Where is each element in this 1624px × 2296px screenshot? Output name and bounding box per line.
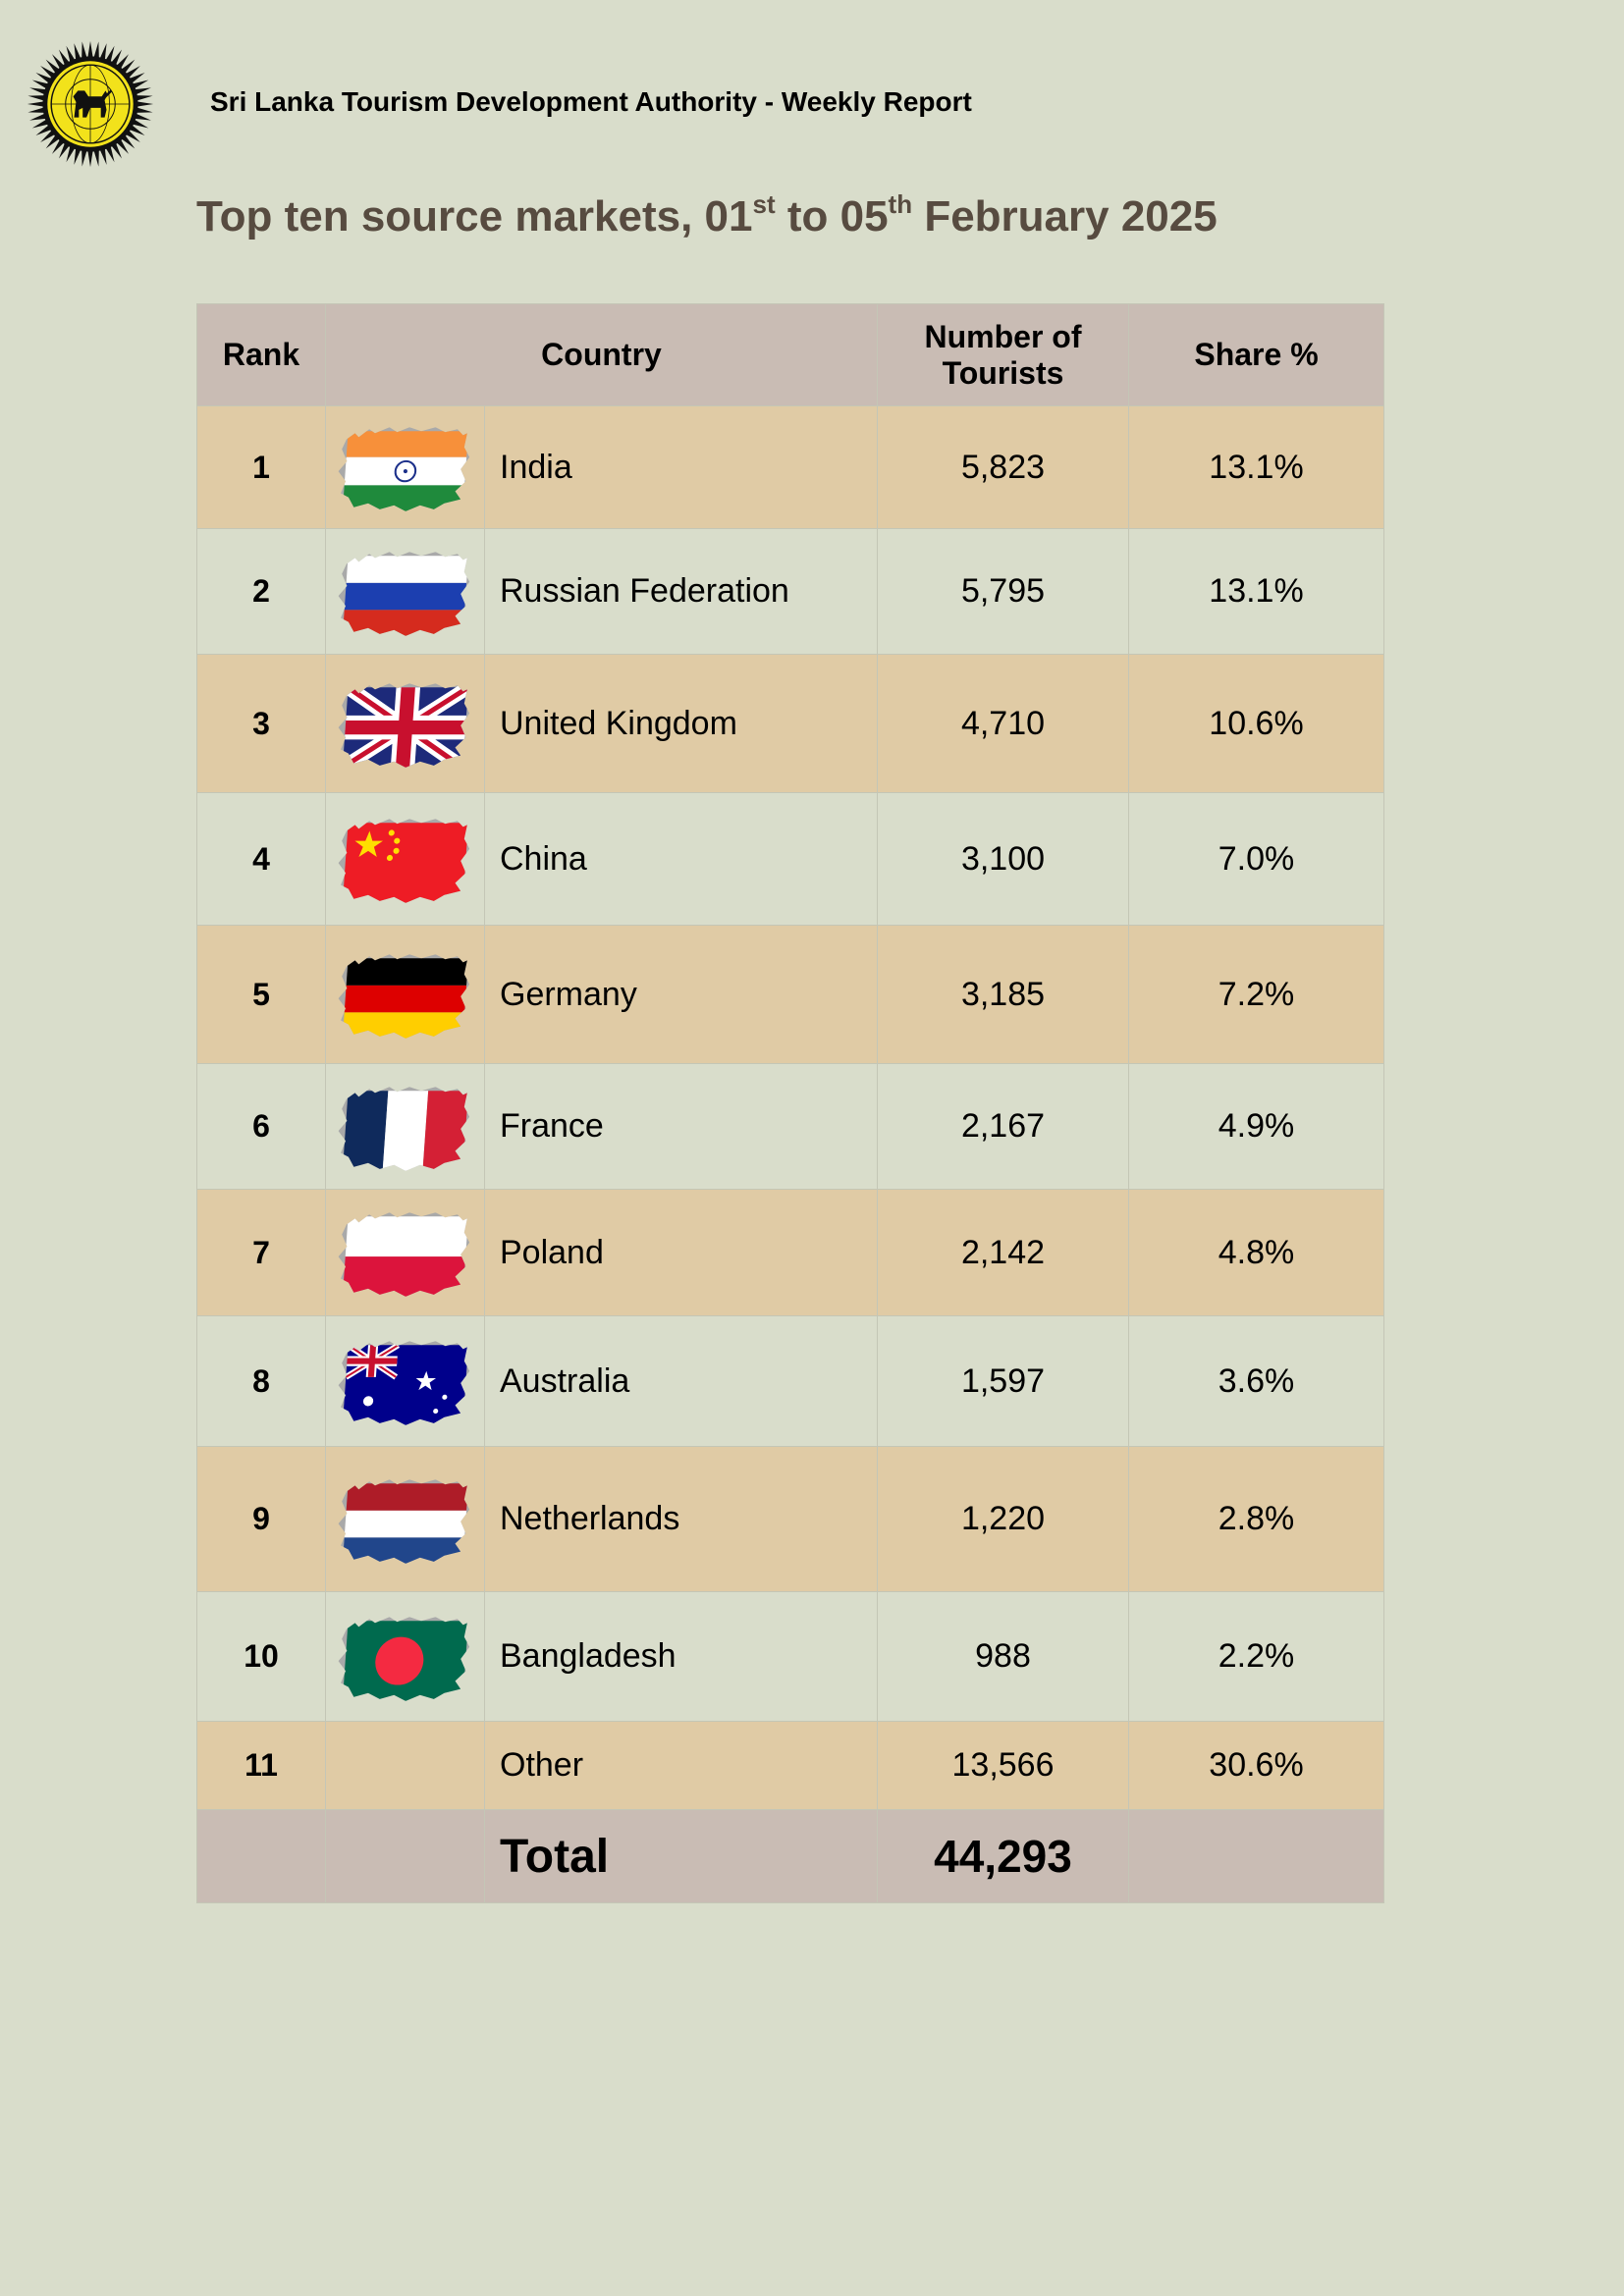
share-percent: 10.6% <box>1128 654 1384 793</box>
flag-cell <box>325 925 485 1064</box>
table-row: 2 Russian Federation 5,795 13.1% <box>196 528 1384 655</box>
source-markets-table: Rank Country Number of Tourists Share % 1… <box>196 303 1384 1903</box>
flag-cell <box>325 1721 485 1810</box>
rank-cell: 8 <box>196 1315 326 1447</box>
flag-cell <box>325 1591 485 1722</box>
table-row: 10 Bangladesh 988 2.2% <box>196 1591 1384 1722</box>
country-name: Netherlands <box>484 1446 878 1592</box>
country-name: Other <box>484 1721 878 1810</box>
share-percent: 4.8% <box>1128 1189 1384 1316</box>
title-part-1: Top ten source markets, 01 <box>196 192 753 240</box>
share-percent: 30.6% <box>1128 1721 1384 1810</box>
rank-cell: 11 <box>196 1721 326 1810</box>
title-superscript-1: st <box>752 189 776 219</box>
table-row: 7 Poland 2,142 4.8% <box>196 1189 1384 1316</box>
china-flag-icon <box>335 819 471 903</box>
share-percent: 13.1% <box>1128 405 1384 529</box>
table-row: 8 Australia 1,597 3.6% <box>196 1315 1384 1447</box>
tourist-count: 4,710 <box>877 654 1129 793</box>
country-name: France <box>484 1063 878 1190</box>
share-percent: 4.9% <box>1128 1063 1384 1190</box>
country-name: Poland <box>484 1189 878 1316</box>
france-flag-icon <box>335 1086 471 1171</box>
australia-flag-icon <box>335 1341 471 1425</box>
report-header: Sri Lanka Tourism Development Authority … <box>210 86 972 117</box>
share-percent: 7.0% <box>1128 792 1384 926</box>
tourist-count: 3,100 <box>877 792 1129 926</box>
flag-cell <box>325 1446 485 1592</box>
netherlands-flag-icon <box>335 1478 471 1564</box>
title-part-2: to 05 <box>775 192 889 240</box>
share-percent: 13.1% <box>1128 528 1384 655</box>
total-label: Total <box>484 1809 878 1903</box>
country-header: Country <box>325 303 878 406</box>
total-flag-cell <box>325 1809 485 1903</box>
sltda-logo-icon <box>27 40 154 168</box>
rank-cell: 4 <box>196 792 326 926</box>
flag-cell <box>325 1063 485 1190</box>
rank-cell: 1 <box>196 405 326 529</box>
share-percent: 2.8% <box>1128 1446 1384 1592</box>
table-row: 9 Netherlands 1,220 2.8% <box>196 1446 1384 1592</box>
country-name: Germany <box>484 925 878 1064</box>
table-header-row: Rank Country Number of Tourists Share % <box>196 303 1384 406</box>
tourists-header-line-1: Number of <box>924 318 1082 354</box>
flag-cell <box>325 654 485 793</box>
flag-cell <box>325 528 485 655</box>
total-rank-cell <box>196 1809 326 1903</box>
title-part-3: February 2025 <box>912 192 1218 240</box>
rank-cell: 10 <box>196 1591 326 1722</box>
country-name: China <box>484 792 878 926</box>
flag-cell <box>325 405 485 529</box>
country-name: Bangladesh <box>484 1591 878 1722</box>
rank-cell: 6 <box>196 1063 326 1190</box>
table-row: 6 France 2,167 4.9% <box>196 1063 1384 1190</box>
flag-cell <box>325 1315 485 1447</box>
tourist-count: 3,185 <box>877 925 1129 1064</box>
rank-cell: 2 <box>196 528 326 655</box>
tourist-count: 13,566 <box>877 1721 1129 1810</box>
tourist-count: 1,220 <box>877 1446 1129 1592</box>
flag-cell <box>325 792 485 926</box>
country-name: Russian Federation <box>484 528 878 655</box>
tourist-count: 5,823 <box>877 405 1129 529</box>
table-row: 4 China 3,100 7.0% <box>196 792 1384 926</box>
total-row: Total 44,293 <box>196 1809 1384 1903</box>
poland-flag-icon <box>335 1212 471 1297</box>
rank-cell: 7 <box>196 1189 326 1316</box>
rank-cell: 5 <box>196 925 326 1064</box>
rank-cell: 9 <box>196 1446 326 1592</box>
share-percent: 2.2% <box>1128 1591 1384 1722</box>
page-title: Top ten source markets, 01st to 05th Feb… <box>196 189 1218 241</box>
bangladesh-flag-icon <box>335 1616 471 1701</box>
table-row: 5 Germany 3,185 7.2% <box>196 925 1384 1064</box>
tourists-header: Number of Tourists <box>877 303 1129 406</box>
country-name: Australia <box>484 1315 878 1447</box>
flag-cell <box>325 1189 485 1316</box>
germany-flag-icon <box>335 954 471 1039</box>
title-superscript-2: th <box>888 189 913 219</box>
country-name: India <box>484 405 878 529</box>
share-percent: 3.6% <box>1128 1315 1384 1447</box>
rank-cell: 3 <box>196 654 326 793</box>
tourist-count: 988 <box>877 1591 1129 1722</box>
table-row: 3 United Kingdom 4,710 10.6% <box>196 654 1384 793</box>
india-flag-icon <box>335 427 471 511</box>
tourist-count: 1,597 <box>877 1315 1129 1447</box>
table-row: 1 India 5,823 13.1% <box>196 405 1384 529</box>
tourists-header-line-2: Tourists <box>942 354 1064 391</box>
total-share-cell <box>1128 1809 1384 1903</box>
share-header: Share % <box>1128 303 1384 406</box>
tourist-count: 2,167 <box>877 1063 1129 1190</box>
russia-flag-icon <box>335 551 471 636</box>
share-percent: 7.2% <box>1128 925 1384 1064</box>
tourist-count: 5,795 <box>877 528 1129 655</box>
table-row: 11 Other 13,566 30.6% <box>196 1721 1384 1810</box>
tourist-count: 2,142 <box>877 1189 1129 1316</box>
country-name: United Kingdom <box>484 654 878 793</box>
total-tourists: 44,293 <box>877 1809 1129 1903</box>
rank-header: Rank <box>196 303 326 406</box>
uk-flag-icon <box>335 683 471 768</box>
